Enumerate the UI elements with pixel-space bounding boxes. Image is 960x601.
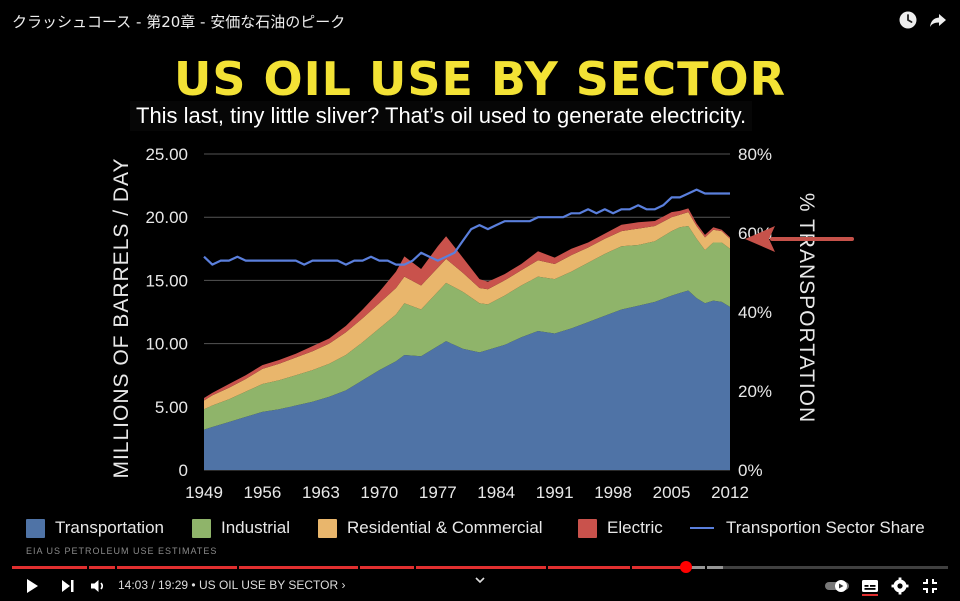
chapter-marker (545, 566, 548, 569)
next-icon[interactable] (58, 576, 78, 596)
y-tick-label: 15.00 (145, 271, 188, 290)
x-tick-label: 1984 (477, 483, 515, 502)
time-total: 19:29 (158, 578, 189, 592)
chapter-marker (704, 566, 707, 569)
legend-label: Electric (607, 518, 663, 537)
chapter-arrow[interactable]: › (341, 578, 346, 592)
area-industrial (204, 226, 730, 430)
y-tick-label: 20.00 (145, 208, 188, 227)
x-tick-label: 1970 (360, 483, 398, 502)
x-tick-label: 1949 (185, 483, 223, 502)
chevron-down-icon[interactable] (474, 574, 486, 588)
x-tick-label: 2012 (711, 483, 749, 502)
autoplay-toggle-icon[interactable] (824, 576, 852, 596)
area-residential-commercial (204, 212, 730, 410)
watch-later-icon[interactable] (898, 10, 918, 30)
legend-item-industrial: Industrial (192, 514, 290, 542)
chapter-marker (86, 566, 89, 569)
y-tick-label: 5.00 (155, 398, 188, 417)
legend-item-transportation: Transportation (26, 514, 164, 542)
chart-legend: Transportation Industrial Residential & … (26, 514, 946, 542)
x-tick-label: 2005 (653, 483, 691, 502)
legend-item-transportation-share: Transportion Sector Share (690, 514, 925, 542)
legend-label: Residential & Commercial (347, 518, 543, 537)
chapter-label[interactable]: • US OIL USE BY SECTOR (191, 578, 339, 592)
y2-tick-label: 80% (738, 145, 772, 164)
x-tick-label: 1977 (419, 483, 457, 502)
legend-item-electric: Electric (578, 514, 663, 542)
legend-label: Transportation (55, 518, 164, 537)
line-transportation-share (203, 188, 730, 266)
x-tick-label: 1963 (302, 483, 340, 502)
source-note: EIA US PETROLEUM USE ESTIMATES (26, 546, 218, 556)
x-tick-label: 1991 (536, 483, 574, 502)
y-tick-label: 0 (179, 461, 188, 480)
play-icon[interactable] (22, 576, 42, 596)
share-icon[interactable] (928, 10, 948, 30)
x-tick-label: 1998 (594, 483, 632, 502)
legend-item-residential-commercial: Residential & Commercial (318, 514, 543, 542)
y-axis-label: MILLIONS OF BARRELS / DAY (110, 157, 133, 478)
y2-axis-label: % TRANSPORTATION (795, 193, 818, 423)
chapter-marker (629, 566, 632, 569)
captions-icon[interactable] (860, 576, 880, 596)
settings-gear-icon[interactable] (890, 576, 910, 596)
chapter-marker (358, 566, 361, 569)
subtitle-caption: This last, tiny little sliver? That’s oi… (130, 101, 753, 131)
chapter-marker (114, 566, 117, 569)
legend-swatch (192, 518, 211, 538)
x-tick-label: 1956 (244, 483, 282, 502)
legend-swatch (26, 518, 45, 538)
chapter-marker (236, 566, 239, 569)
time-display: 14:03 / 19:29 • US OIL USE BY SECTOR › (118, 578, 345, 592)
annotation-arrow-head (745, 226, 775, 252)
legend-label: Transportion Sector Share (726, 518, 925, 537)
video-title[interactable]: クラッシュコース - 第20章 - 安価な石油のピーク (12, 13, 346, 31)
y-tick-label: 10.00 (145, 335, 188, 354)
time-separator: / (148, 578, 159, 592)
legend-label: Industrial (221, 518, 290, 537)
title-bar: クラッシュコース - 第20章 - 安価な石油のピーク (0, 0, 960, 40)
y2-tick-label: 0% (738, 461, 763, 480)
exit-fullscreen-icon[interactable] (920, 576, 940, 596)
time-current: 14:03 (118, 578, 149, 592)
volume-icon[interactable] (88, 576, 108, 596)
player-controls: 14:03 / 19:29 • US OIL USE BY SECTOR › (0, 572, 960, 600)
area-transportation (204, 290, 730, 470)
y2-tick-label: 40% (738, 303, 772, 322)
y2-tick-label: 20% (738, 382, 772, 401)
chapter-marker (414, 566, 417, 569)
legend-line-swatch (690, 527, 714, 529)
y-tick-label: 25.00 (145, 145, 188, 164)
progress-bar[interactable] (12, 561, 948, 573)
progress-played (12, 566, 686, 569)
legend-swatch (318, 518, 337, 538)
slide-title: US OIL USE BY SECTOR (173, 52, 787, 106)
progress-scrubber[interactable] (679, 561, 692, 573)
legend-swatch (578, 518, 597, 538)
